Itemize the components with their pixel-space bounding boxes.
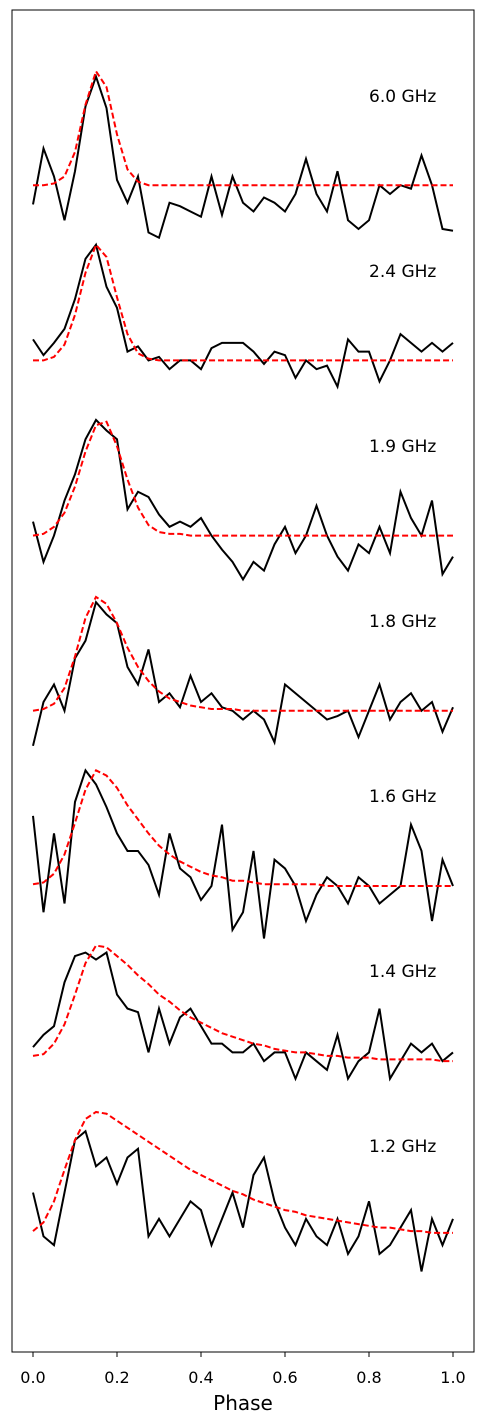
- fit-line: [33, 242, 453, 362]
- frequency-label: 6.0 GHz: [369, 87, 436, 107]
- profile-line: [32, 768, 454, 939]
- frequency-label: 1.4 GHz: [369, 962, 436, 982]
- plot-frame: [11, 9, 475, 1353]
- profile-line: [32, 73, 454, 240]
- fit-line: [32, 769, 453, 887]
- fit-line: [32, 420, 453, 537]
- x-tick-label: 0.4: [188, 1368, 213, 1387]
- frequency-label: 2.4 GHz: [369, 262, 436, 282]
- fit-line: [33, 69, 453, 187]
- frequency-label: 1.8 GHz: [369, 612, 436, 632]
- x-tick-label: 0.2: [104, 1368, 129, 1387]
- x-tick-label: 0.6: [272, 1368, 297, 1387]
- x-tick-label: 0.8: [356, 1368, 381, 1387]
- profile-line: [32, 1129, 454, 1272]
- frequency-label: 1.9 GHz: [369, 437, 436, 457]
- profile-line: [32, 242, 454, 390]
- frequency-label: 1.2 GHz: [369, 1137, 436, 1157]
- x-axis-label: Phase: [213, 1391, 273, 1415]
- fit-line: [32, 1110, 453, 1234]
- x-tick-label: 0.0: [20, 1368, 45, 1387]
- profile-line: [32, 418, 454, 582]
- frequency-label: 1.6 GHz: [369, 787, 436, 807]
- profile-line: [32, 950, 454, 1082]
- profile-line: [32, 600, 454, 747]
- x-tick-label: 1.0: [440, 1368, 465, 1387]
- fit-line: [32, 944, 453, 1063]
- fit-line: [32, 595, 453, 712]
